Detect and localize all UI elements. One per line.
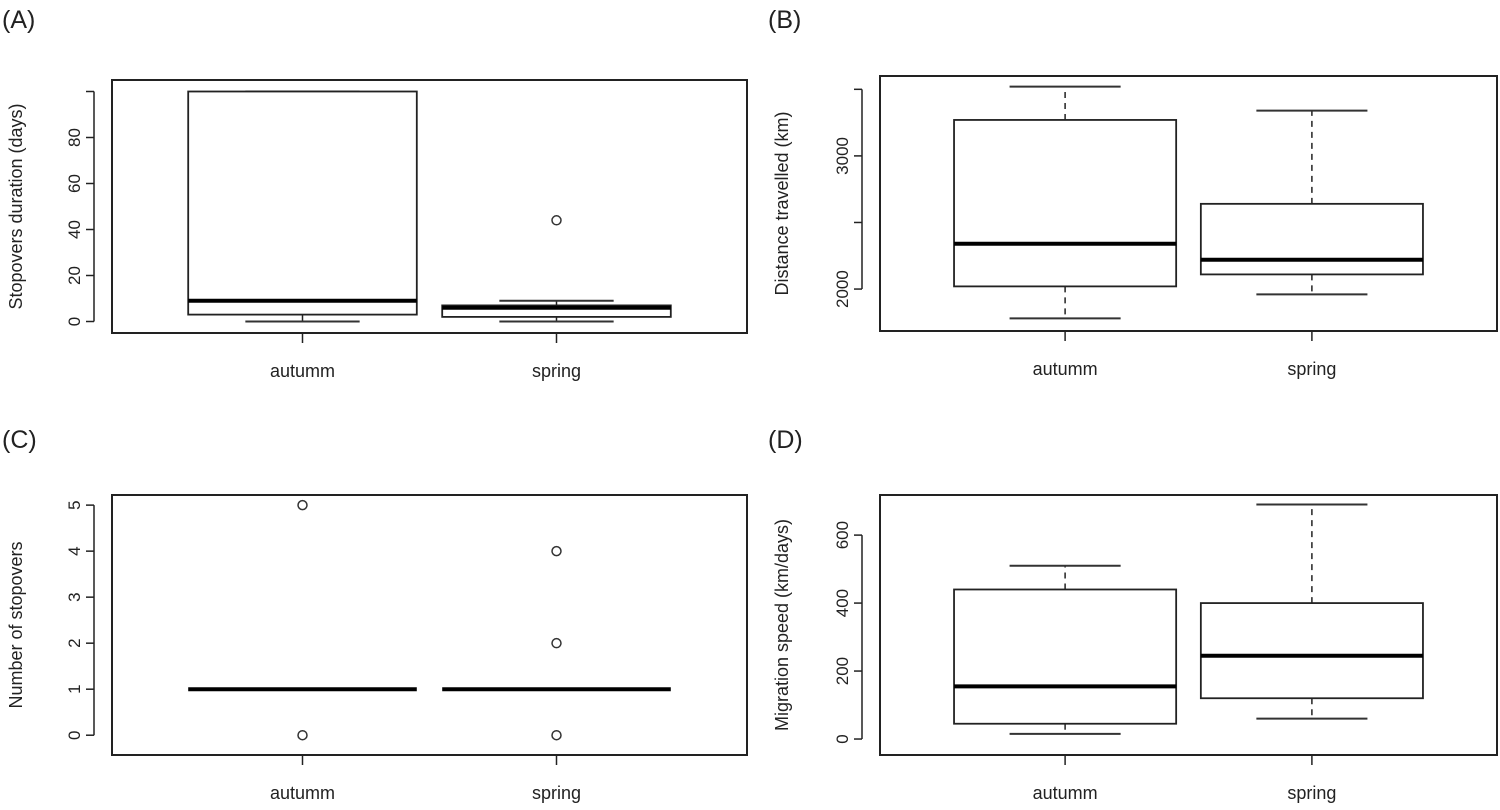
panel-label: (C)	[2, 426, 37, 454]
box-iqr	[953, 119, 1178, 288]
panel-b: (B) 2000 3000 Distance travelled (km) autumm…	[768, 6, 1498, 379]
outlier-point	[297, 729, 308, 741]
x-tick-label: autumm	[1033, 783, 1098, 803]
box-iqr	[441, 304, 672, 318]
panel-d: (D) 0 200 400 600 Migration speed (km/days) au…	[768, 426, 1498, 803]
panel-label: (A)	[2, 6, 35, 34]
y-tick-label: 600	[833, 521, 852, 549]
x-tick-label: autumm	[270, 361, 335, 381]
y-tick-label: 200	[833, 657, 852, 685]
y-tick-label: 60	[65, 174, 84, 193]
y-axis-label: Migration speed (km/days)	[772, 519, 792, 731]
outlier-point	[297, 499, 308, 511]
box-autumm	[953, 564, 1178, 735]
y-axis-label: Stopovers duration (days)	[6, 103, 26, 309]
box-spring	[442, 545, 671, 741]
outlier-point	[551, 637, 562, 649]
plot-frame	[111, 79, 748, 334]
y-tick-label: 20	[65, 266, 84, 285]
x-tick-label: autumm	[1033, 359, 1098, 379]
box-autumm	[187, 90, 418, 323]
box-iqr	[187, 90, 418, 316]
y-tick-label: 0	[833, 734, 852, 743]
y-axis-label: Distance travelled (km)	[772, 111, 792, 295]
panel-label: (B)	[768, 6, 801, 34]
outlier-point	[551, 215, 562, 226]
box-autumm	[188, 499, 417, 741]
y-axis-label: Number of stopovers	[6, 541, 26, 708]
box-iqr	[953, 588, 1178, 725]
y-tick-label: 400	[833, 589, 852, 617]
y-tick-label: 2	[65, 638, 84, 647]
panel-label: (D)	[768, 426, 803, 454]
x-tick-label: spring	[532, 783, 581, 803]
y-tick-label: 0	[65, 730, 84, 739]
plot-frame	[879, 75, 1498, 332]
outlier-point	[551, 729, 562, 741]
box-iqr	[1199, 202, 1424, 276]
y-tick-label: 40	[65, 220, 84, 239]
box-iqr	[1199, 602, 1424, 700]
outlier-point	[551, 545, 562, 557]
y-tick-label: 4	[65, 546, 84, 555]
panel-c: (C) 0 1 2 3 4 5 Number of stopovers autumm spring	[2, 426, 748, 803]
y-tick-label: 0	[65, 317, 84, 326]
y-tick-label: 3	[65, 592, 84, 601]
x-tick-label: autumm	[270, 783, 335, 803]
box-autumm	[953, 85, 1178, 320]
y-tick-label: 3000	[833, 137, 852, 175]
x-tick-label: spring	[532, 361, 581, 381]
y-tick-label: 80	[65, 128, 84, 147]
box-spring	[441, 215, 672, 323]
plot-frame	[111, 494, 748, 756]
y-tick-label: 2000	[833, 270, 852, 308]
x-tick-label: spring	[1287, 783, 1336, 803]
y-tick-label: 5	[65, 500, 84, 509]
y-tick-label: 1	[65, 684, 84, 693]
plot-frame	[879, 494, 1498, 756]
box-spring	[1199, 503, 1424, 720]
panel-a: (A) 0 20 40 60 80 Stopovers duration (days) aut…	[2, 6, 748, 381]
box-spring	[1199, 109, 1424, 296]
x-tick-label: spring	[1287, 359, 1336, 379]
